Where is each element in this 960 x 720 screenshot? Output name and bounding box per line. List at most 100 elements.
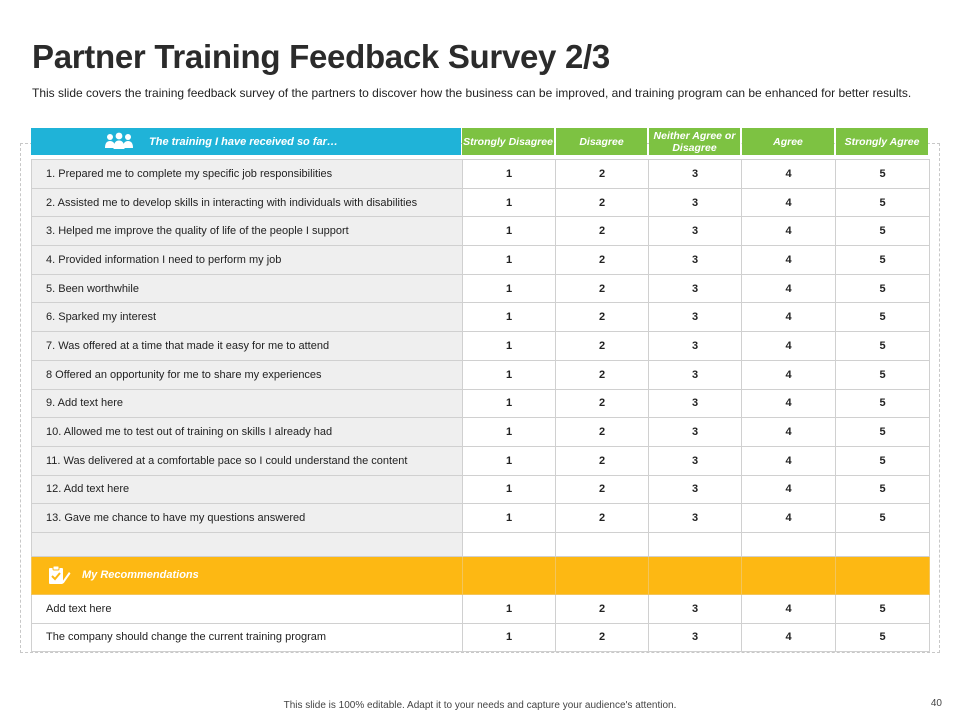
rating-cell[interactable]: 4 <box>741 388 836 419</box>
rating-cell[interactable]: 1 <box>462 216 556 247</box>
rating-cell[interactable]: 5 <box>835 159 930 189</box>
row-statement: 4. Provided information I need to perfor… <box>31 245 463 275</box>
rating-cell[interactable]: 4 <box>741 331 836 361</box>
rating-cell[interactable]: 4 <box>741 503 836 533</box>
survey-header-label: The training I have received so far… <box>149 135 338 148</box>
row-statement: 11. Was delivered at a comfortable pace … <box>31 445 463 476</box>
rating-cell[interactable]: 5 <box>835 417 930 447</box>
rating-cell[interactable]: 1 <box>462 622 556 653</box>
blank-section: My Recommendations <box>31 531 930 595</box>
rating-cell[interactable]: 4 <box>741 216 836 247</box>
slide-footer: This slide is 100% editable. Adapt it to… <box>283 700 677 711</box>
rating-cell[interactable]: 1 <box>462 302 556 333</box>
rating-cell[interactable]: 3 <box>648 417 742 447</box>
rating-cell[interactable]: 2 <box>555 216 649 247</box>
rating-cell[interactable]: 3 <box>648 159 742 189</box>
rating-cell[interactable]: 3 <box>648 622 742 653</box>
rating-cell[interactable]: 5 <box>835 359 930 390</box>
rating-cell[interactable]: 5 <box>835 273 930 304</box>
rating-cell[interactable]: 1 <box>462 445 556 476</box>
rating-cell[interactable]: 2 <box>555 245 649 275</box>
rating-cell[interactable]: 2 <box>555 359 649 390</box>
rating-cell[interactable]: 2 <box>555 273 649 304</box>
rating-cell[interactable]: 4 <box>741 273 836 304</box>
table-row: 9. Add text here 1 2 3 4 5 <box>31 388 930 419</box>
rating-cell[interactable]: 2 <box>555 187 649 218</box>
rating-cell[interactable]: 3 <box>648 245 742 275</box>
rating-cell[interactable]: 1 <box>462 331 556 361</box>
rating-cell[interactable]: 2 <box>555 417 649 447</box>
column-header-disagree: Disagree <box>556 128 647 155</box>
rating-cell[interactable]: 5 <box>835 187 930 218</box>
rating-cell[interactable]: 3 <box>648 216 742 247</box>
rating-cell[interactable]: 5 <box>835 622 930 653</box>
rating-cell[interactable]: 2 <box>555 622 649 653</box>
rating-cell[interactable]: 4 <box>741 474 836 505</box>
rating-cell[interactable]: 3 <box>648 388 742 419</box>
rating-cell[interactable]: 5 <box>835 245 930 275</box>
survey-header-bar: The training I have received so far… <box>31 128 461 155</box>
rating-cell[interactable]: 3 <box>648 302 742 333</box>
rating-cell[interactable]: 1 <box>462 503 556 533</box>
rating-cell[interactable]: 2 <box>555 503 649 533</box>
rating-cell[interactable]: 1 <box>462 273 556 304</box>
table-row: 6. Sparked my interest 1 2 3 4 5 <box>31 302 930 333</box>
recommendations-label: My Recommendations <box>82 569 199 582</box>
rating-cell[interactable]: 5 <box>835 474 930 505</box>
rating-cell[interactable]: 4 <box>741 593 836 624</box>
rating-cell[interactable]: 3 <box>648 445 742 476</box>
rating-cell[interactable]: 2 <box>555 593 649 624</box>
people-icon <box>103 131 135 153</box>
questions-body: 1. Prepared me to complete my specific j… <box>31 159 930 533</box>
rating-cell[interactable]: 3 <box>648 503 742 533</box>
rating-cell[interactable]: 3 <box>648 187 742 218</box>
row-statement: 12. Add text here <box>31 474 463 505</box>
rating-cell[interactable]: 2 <box>555 474 649 505</box>
page-number: 40 <box>930 698 942 709</box>
rating-cell[interactable]: 1 <box>462 417 556 447</box>
rating-cell[interactable]: 1 <box>462 474 556 505</box>
table-row: 4. Provided information I need to perfor… <box>31 245 930 275</box>
rating-cell[interactable]: 5 <box>835 216 930 247</box>
rating-cell[interactable]: 1 <box>462 593 556 624</box>
rating-cell[interactable]: 4 <box>741 359 836 390</box>
rating-cell[interactable]: 5 <box>835 593 930 624</box>
rating-cell[interactable]: 4 <box>741 159 836 189</box>
rating-cell[interactable]: 1 <box>462 187 556 218</box>
table-row: 7. Was offered at a time that made it ea… <box>31 331 930 361</box>
table-row: 1. Prepared me to complete my specific j… <box>31 159 930 189</box>
rating-cell[interactable]: 2 <box>555 159 649 189</box>
recommendations-header-row: My Recommendations <box>31 555 930 595</box>
rating-cell[interactable]: 1 <box>462 359 556 390</box>
rating-cell[interactable]: 4 <box>741 445 836 476</box>
table-row: Add text here 1 2 3 4 5 <box>31 593 930 624</box>
row-statement: 1. Prepared me to complete my specific j… <box>31 159 463 189</box>
rating-cell[interactable]: 1 <box>462 245 556 275</box>
rating-cell[interactable]: 5 <box>835 302 930 333</box>
rating-cell[interactable]: 3 <box>648 359 742 390</box>
rating-cell[interactable]: 3 <box>648 474 742 505</box>
rating-cell[interactable]: 2 <box>555 331 649 361</box>
rating-cell[interactable]: 3 <box>648 273 742 304</box>
column-header-neither: Neither Agree or Disagree <box>649 128 740 155</box>
rating-cell[interactable]: 4 <box>741 622 836 653</box>
column-header-strongly-agree: Strongly Agree <box>836 128 928 155</box>
rating-cell[interactable]: 5 <box>835 445 930 476</box>
rating-cell[interactable]: 3 <box>648 331 742 361</box>
rating-cell[interactable]: 2 <box>555 388 649 419</box>
rating-cell[interactable]: 4 <box>741 187 836 218</box>
table-row: 11. Was delivered at a comfortable pace … <box>31 445 930 476</box>
rating-cell[interactable]: 1 <box>462 159 556 189</box>
rating-cell[interactable]: 5 <box>835 388 930 419</box>
rating-cell[interactable]: 1 <box>462 388 556 419</box>
table-row: 12. Add text here 1 2 3 4 5 <box>31 474 930 505</box>
rating-cell[interactable]: 3 <box>648 593 742 624</box>
rating-cell[interactable]: 5 <box>835 331 930 361</box>
rating-cell[interactable]: 4 <box>741 245 836 275</box>
rating-cell[interactable]: 2 <box>555 302 649 333</box>
rating-cell[interactable]: 4 <box>741 417 836 447</box>
row-statement: The company should change the current tr… <box>31 622 463 653</box>
rating-cell[interactable]: 2 <box>555 445 649 476</box>
rating-cell[interactable]: 5 <box>835 503 930 533</box>
rating-cell[interactable]: 4 <box>741 302 836 333</box>
